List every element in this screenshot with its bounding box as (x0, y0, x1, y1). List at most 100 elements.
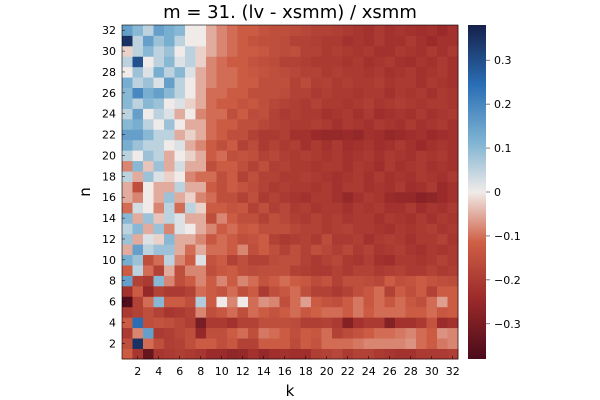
heatmap-cell (216, 192, 228, 203)
heatmap-cell (416, 77, 427, 89)
heatmap-cell (237, 77, 249, 89)
heatmap-cell (416, 139, 427, 151)
heatmap-cell (269, 306, 280, 318)
heatmap-cell (290, 171, 301, 182)
heatmap-cell (311, 108, 322, 120)
heatmap-cell (374, 296, 385, 308)
heatmap-cell (185, 233, 196, 245)
heatmap-cell (237, 212, 249, 224)
heatmap-cell (416, 192, 427, 203)
heatmap-cell (195, 338, 207, 349)
heatmap-cell (174, 254, 186, 266)
heatmap-cell (174, 192, 186, 203)
heatmap-cell (195, 317, 207, 329)
heatmap-cell (426, 275, 438, 287)
heatmap-cell (122, 171, 133, 182)
heatmap-cell (206, 98, 217, 109)
heatmap-cell (290, 139, 301, 151)
heatmap-cell (437, 129, 448, 141)
heatmap-cell (174, 45, 186, 57)
heatmap-cell (227, 233, 238, 245)
heatmap-cell (248, 327, 259, 339)
heatmap-cell (237, 108, 249, 120)
heatmap-cell (227, 223, 238, 235)
heatmap-cell (269, 192, 280, 203)
heatmap-cell (164, 108, 175, 120)
heatmap-cell (269, 296, 280, 308)
heatmap-cell (332, 338, 343, 349)
heatmap-cell (416, 129, 427, 141)
heatmap-cell (416, 233, 427, 245)
heatmap-cell (237, 66, 249, 78)
heatmap-cell (290, 306, 301, 318)
heatmap-cell (195, 244, 207, 256)
heatmap-cell (363, 338, 375, 349)
heatmap-cell (279, 233, 291, 245)
heatmap-cell (374, 45, 385, 57)
heatmap-cell (132, 244, 144, 256)
heatmap-cell (153, 171, 165, 182)
heatmap-cell (153, 327, 165, 339)
x-tick-label: 8 (197, 365, 204, 378)
heatmap-cell (227, 108, 238, 120)
heatmap-cell (279, 338, 291, 349)
heatmap-cell (122, 118, 133, 130)
heatmap-cell (258, 139, 270, 151)
heatmap-cell (395, 212, 406, 224)
heatmap-cell (164, 265, 175, 276)
heatmap-cell (426, 296, 438, 308)
heatmap-cell (206, 265, 217, 276)
heatmap-cell (174, 77, 186, 89)
heatmap-cell (311, 192, 322, 203)
heatmap-cell (300, 77, 312, 89)
heatmap-cell (374, 118, 385, 130)
heatmap-cell (426, 233, 438, 245)
heatmap-cell (174, 327, 186, 339)
heatmap-cell (290, 25, 301, 36)
heatmap-cell (279, 56, 291, 68)
x-tick-label: 12 (236, 365, 250, 378)
heatmap-cell (300, 317, 312, 329)
heatmap-cell (122, 66, 133, 78)
y-tick-label: 26 (102, 87, 116, 100)
y-tick-label: 30 (102, 45, 116, 58)
heatmap-cell (332, 192, 343, 203)
y-tick-label: 2 (109, 337, 116, 350)
heatmap-cell (143, 233, 154, 245)
heatmap-cell (311, 296, 322, 308)
heatmap-cell (258, 317, 270, 329)
heatmap-cell (216, 160, 228, 172)
heatmap-cell (426, 160, 438, 172)
heatmap-cell (321, 338, 333, 349)
heatmap-cell (321, 35, 333, 47)
heatmap-cell (122, 223, 133, 235)
heatmap-cell (311, 223, 322, 235)
heatmap-cell (185, 244, 196, 256)
heatmap-cell (374, 317, 385, 329)
heatmap-cell (374, 244, 385, 256)
heatmap-cell (363, 317, 375, 329)
heatmap-cell (353, 265, 364, 276)
heatmap-cell (321, 327, 333, 339)
heatmap-cell (342, 296, 354, 308)
heatmap-cell (332, 150, 343, 162)
heatmap-cell (185, 296, 196, 308)
heatmap-cell (227, 317, 238, 329)
heatmap-cell (195, 150, 207, 162)
heatmap-cell (363, 118, 375, 130)
heatmap-cell (143, 296, 154, 308)
heatmap-cell (279, 223, 291, 235)
heatmap-cell (269, 275, 280, 287)
heatmap-cell (143, 265, 154, 276)
heatmap-cell (122, 244, 133, 256)
heatmap-cell (185, 118, 196, 130)
x-tick-label: 28 (404, 365, 418, 378)
heatmap-cell (384, 56, 396, 68)
heatmap-cell (237, 296, 249, 308)
heatmap-cell (122, 25, 133, 36)
heatmap-cell (437, 265, 448, 276)
heatmap-cell (258, 338, 270, 349)
heatmap-cell (153, 192, 165, 203)
heatmap-cell (363, 77, 375, 89)
heatmap-cell (143, 254, 154, 266)
